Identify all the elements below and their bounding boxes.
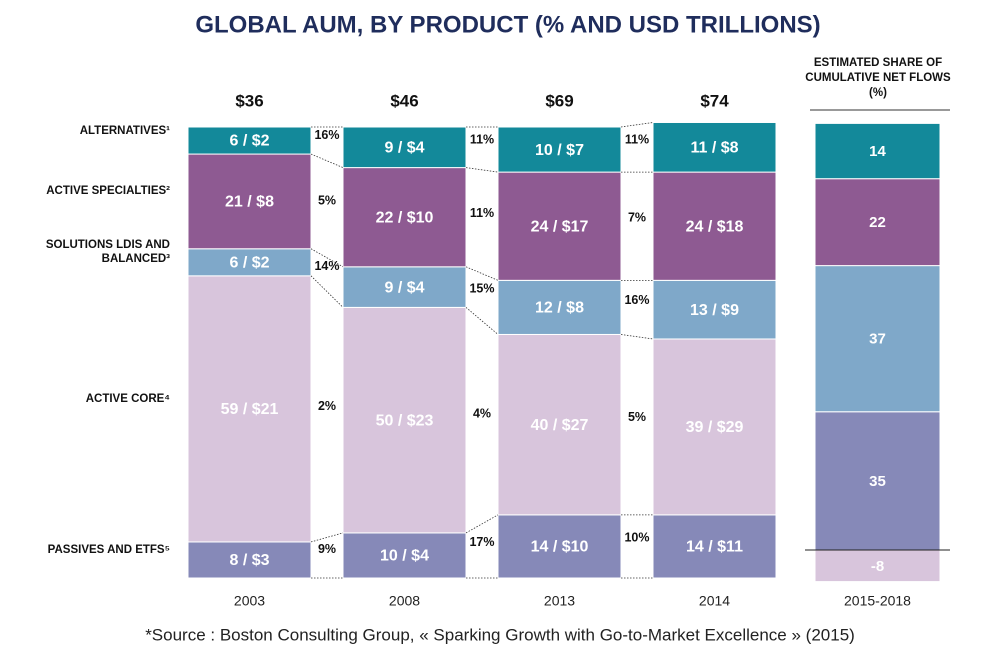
series-label: SOLUTIONS LDIS AND BALANCED³ xyxy=(45,239,170,266)
bar-segment xyxy=(652,514,777,579)
flow-bar xyxy=(814,549,941,583)
segment-label: 9 / $4 xyxy=(384,279,424,296)
bar-segment xyxy=(187,275,312,543)
growth-label: 11% xyxy=(470,206,494,220)
flow-bar xyxy=(814,265,941,413)
flows-title: ESTIMATED SHARE OF CUMULATIVE NET FLOWS … xyxy=(805,57,951,99)
bar-segment xyxy=(342,306,467,534)
chart-title: GLOBAL AUM, BY PRODUCT (% AND USD TRILLI… xyxy=(195,11,820,38)
growth-label: 14% xyxy=(314,259,339,273)
x-tick-label: 2013 xyxy=(544,593,575,609)
growth-label: 4% xyxy=(473,407,491,421)
growth-label: 2% xyxy=(318,399,336,413)
bar-segment xyxy=(497,126,622,173)
bar-segment xyxy=(497,333,622,516)
connector xyxy=(620,122,654,128)
series-label: ACTIVE CORE⁴ xyxy=(85,392,170,405)
flow-label: 35 xyxy=(869,473,886,490)
source-note: *Source : Boston Consulting Group, « Spa… xyxy=(145,625,855,644)
series-label: ALTERNATIVES¹ xyxy=(79,124,170,137)
bar-segment xyxy=(652,121,777,173)
flow-bar xyxy=(814,178,941,267)
flow-bar xyxy=(814,411,941,551)
flow-label: 14 xyxy=(869,143,886,160)
segment-label: 9 / $4 xyxy=(384,140,424,157)
segment-label: 39 / $29 xyxy=(686,419,744,436)
x-tick-label: 2003 xyxy=(234,593,265,609)
bar-segment xyxy=(187,126,312,155)
bar-segment xyxy=(652,279,777,340)
flow-label: 22 xyxy=(869,214,886,231)
segment-label: 22 / $10 xyxy=(376,209,434,226)
bar-segment xyxy=(342,167,467,268)
growth-label: 11% xyxy=(470,133,494,147)
bar-segment xyxy=(497,514,622,579)
x-tick-label: 2014 xyxy=(699,593,730,609)
growth-label: 5% xyxy=(318,194,336,208)
series-label: PASSIVES AND ETFS⁵ xyxy=(47,543,170,556)
segment-label: 14 / $11 xyxy=(686,539,743,556)
segment-label: 14 / $10 xyxy=(531,539,589,556)
growth-label: 10% xyxy=(624,531,649,545)
bar-segment xyxy=(342,532,467,579)
growth-label: 9% xyxy=(318,542,336,556)
connector xyxy=(310,153,344,168)
segment-label: 11 / $8 xyxy=(690,140,738,157)
segment-label: 21 / $8 xyxy=(225,194,274,211)
flow-bar xyxy=(814,122,941,180)
segment-label: 6 / $2 xyxy=(229,255,269,272)
segment-label: 12 / $8 xyxy=(535,300,584,317)
segment-label: 6 / $2 xyxy=(229,133,269,150)
connector xyxy=(310,275,344,308)
bar-segment xyxy=(342,126,467,169)
total-label: $69 xyxy=(545,91,573,110)
growth-label: 16% xyxy=(314,128,339,142)
bar-segment xyxy=(342,266,467,308)
segment-label: 24 / $17 xyxy=(531,218,589,235)
growth-label: 17% xyxy=(469,535,494,549)
segment-label: 10 / $7 xyxy=(535,142,584,159)
connector xyxy=(310,248,344,268)
segment-label: 10 / $4 xyxy=(380,548,429,565)
segment-label: 13 / $9 xyxy=(690,302,739,319)
segment-label: 50 / $23 xyxy=(376,412,434,429)
flow-label: -8 xyxy=(871,558,884,575)
total-label: $36 xyxy=(235,91,263,110)
connector xyxy=(620,334,654,340)
series-label: ACTIVE SPECIALTIES² xyxy=(46,185,170,198)
flow-label: 37 xyxy=(869,331,886,348)
growth-label: 5% xyxy=(628,410,646,424)
growth-label: 7% xyxy=(628,211,646,225)
bar-segment xyxy=(497,279,622,335)
growth-label: 15% xyxy=(469,282,494,296)
bar-segment xyxy=(497,171,622,281)
segment-label: 8 / $3 xyxy=(229,552,269,569)
x-tick-label: 2015-2018 xyxy=(844,593,911,609)
total-label: $74 xyxy=(700,91,729,110)
connector xyxy=(465,307,499,335)
bar-segment xyxy=(652,338,777,516)
connector xyxy=(310,532,344,543)
growth-label: 11% xyxy=(625,133,649,147)
segment-label: 40 / $27 xyxy=(531,417,589,434)
segment-label: 59 / $21 xyxy=(221,401,279,418)
bar-segment xyxy=(652,171,777,281)
connector xyxy=(465,266,499,281)
bar-segment xyxy=(187,153,312,250)
connector xyxy=(465,514,499,534)
segment-label: 24 / $18 xyxy=(686,218,744,235)
total-label: $46 xyxy=(390,91,418,110)
bar-segment xyxy=(187,541,312,579)
x-tick-label: 2008 xyxy=(389,593,420,609)
connector xyxy=(465,167,499,173)
growth-label: 16% xyxy=(624,293,649,307)
